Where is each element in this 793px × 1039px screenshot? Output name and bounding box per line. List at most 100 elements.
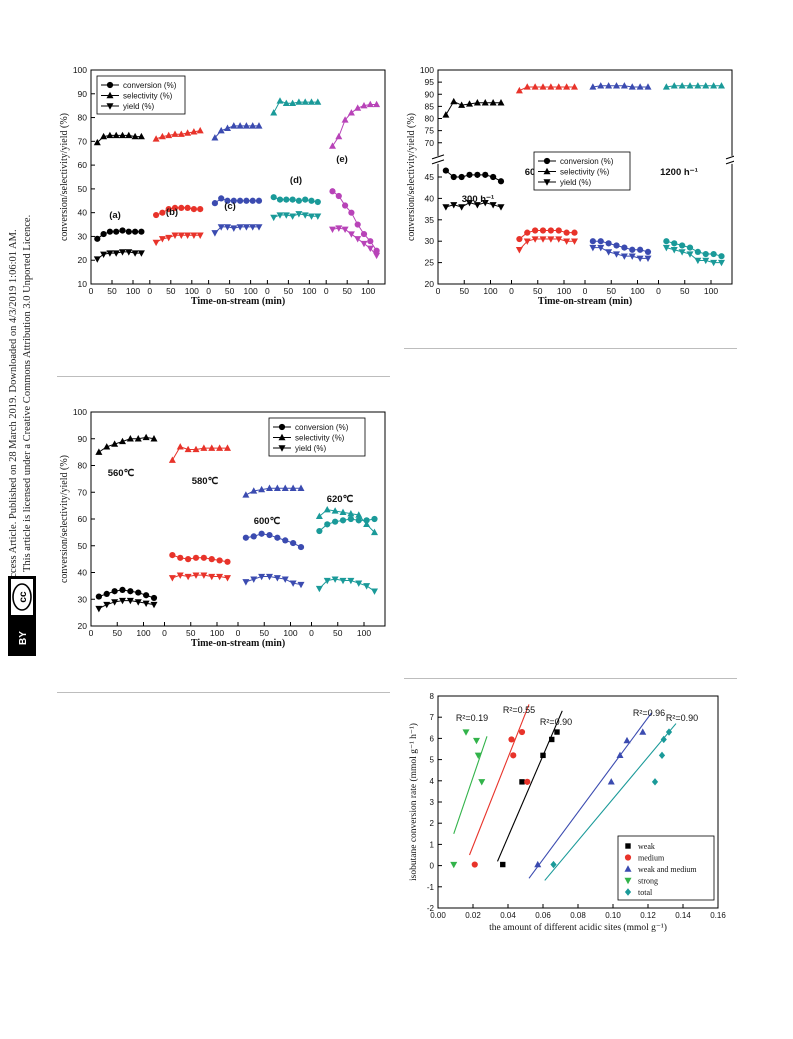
- conversion-point: [347, 515, 354, 523]
- x-tick-label: 0: [162, 628, 167, 638]
- yield-point: [224, 575, 231, 582]
- conversion-point: [314, 198, 321, 206]
- legend-entry: weak and medium: [638, 865, 697, 874]
- conversion-point: [373, 247, 380, 254]
- conversion-point: [563, 229, 570, 236]
- legend-marker: [624, 854, 632, 861]
- axis-break-mask: [726, 155, 734, 164]
- axis-break-mark: [431, 154, 445, 160]
- yield-point: [196, 232, 204, 239]
- conversion-point: [316, 527, 323, 535]
- segment-0: [95, 433, 158, 613]
- x-tick-label: 0: [89, 628, 94, 638]
- x-tick-label: 100: [210, 628, 224, 638]
- conversion-point: [354, 221, 361, 228]
- segment-0: [93, 131, 145, 263]
- yield-point: [150, 601, 158, 609]
- selectivity-point: [355, 511, 363, 518]
- conversion-point: [119, 227, 126, 234]
- conversion-point: [474, 171, 481, 178]
- legend-marker: [278, 433, 286, 441]
- conversion-point: [490, 173, 497, 181]
- x-tick-label: 100: [244, 286, 258, 296]
- x-tick-label: 100: [357, 628, 371, 638]
- segment-label: (b): [166, 207, 178, 218]
- conversion-point: [329, 188, 336, 195]
- conversion-point: [516, 235, 523, 243]
- cc-by-badge[interactable]: BY cc: [6, 574, 38, 658]
- conversion-point: [466, 171, 473, 178]
- conversion-point: [242, 534, 249, 541]
- x-tick-label: 100: [136, 628, 150, 638]
- selectivity-point: [230, 122, 238, 129]
- yield-point: [481, 199, 489, 207]
- y-tick-label: -2: [427, 904, 435, 913]
- selectivity-point: [360, 101, 368, 109]
- y-tick-label: 85: [425, 101, 435, 111]
- y-tick-label: 30: [78, 231, 88, 241]
- legend-marker: [106, 103, 114, 110]
- conversion-point: [243, 197, 250, 204]
- conversion-point: [671, 240, 678, 247]
- selectivity-point: [103, 443, 111, 450]
- conversion-point: [270, 194, 277, 201]
- yield-point: [152, 239, 160, 247]
- series-weak: [496, 710, 563, 868]
- yield-point: [111, 599, 119, 606]
- selectivity-point: [142, 433, 150, 441]
- selectivity-point: [270, 109, 278, 116]
- y-tick-label: 4: [430, 777, 435, 786]
- selectivity-point: [523, 83, 531, 90]
- conversion-point: [348, 209, 355, 216]
- selectivity-point: [258, 485, 266, 493]
- yield-point: [371, 588, 378, 595]
- x-tick-label: 0.02: [465, 911, 481, 920]
- yield-point: [142, 600, 150, 607]
- yield-point: [103, 601, 111, 609]
- conversion-point: [589, 238, 596, 245]
- yield-point: [230, 225, 238, 232]
- separator-left-2: [57, 692, 390, 693]
- yield-point: [224, 224, 231, 231]
- conversion-point: [450, 173, 457, 181]
- selectivity-point: [371, 528, 378, 536]
- fit-line: [496, 710, 563, 862]
- yield-point: [282, 212, 290, 219]
- yield-point: [628, 253, 636, 260]
- conversion-point: [185, 556, 192, 563]
- y-tick-label: 2: [430, 819, 435, 828]
- selectivity-point: [125, 131, 133, 139]
- segment-1: [152, 126, 204, 247]
- legend-marker: [543, 167, 551, 175]
- conversion-point: [302, 196, 309, 203]
- conversion-point: [143, 592, 150, 599]
- conversion-point: [605, 240, 612, 247]
- conversion-point: [644, 248, 652, 255]
- yield-point: [236, 224, 244, 231]
- conversion-point: [230, 197, 237, 204]
- selectivity-point: [563, 83, 571, 90]
- segment-2: [589, 82, 652, 263]
- yield-point: [515, 247, 523, 254]
- conversion-point: [297, 543, 305, 551]
- conversion-point: [111, 588, 118, 595]
- x-tick-label: 0: [324, 286, 329, 296]
- yield-point: [539, 236, 547, 243]
- selectivity-point: [93, 138, 101, 146]
- x-tick-label: 0: [265, 286, 270, 296]
- data-point: [462, 729, 470, 736]
- yield-point: [341, 226, 349, 234]
- y-tick-label: 60: [78, 514, 88, 524]
- conversion-point: [200, 554, 207, 561]
- conversion-point: [177, 554, 184, 561]
- yield-point: [106, 250, 114, 257]
- yield-point: [177, 232, 185, 239]
- segment-0: [442, 97, 505, 211]
- yield-point: [273, 575, 281, 582]
- selectivity-point: [354, 104, 362, 111]
- yield-point: [373, 252, 381, 260]
- yield-point: [119, 597, 126, 605]
- legend-marker: [106, 91, 114, 99]
- data-point: [660, 735, 667, 744]
- selectivity-point: [450, 97, 458, 105]
